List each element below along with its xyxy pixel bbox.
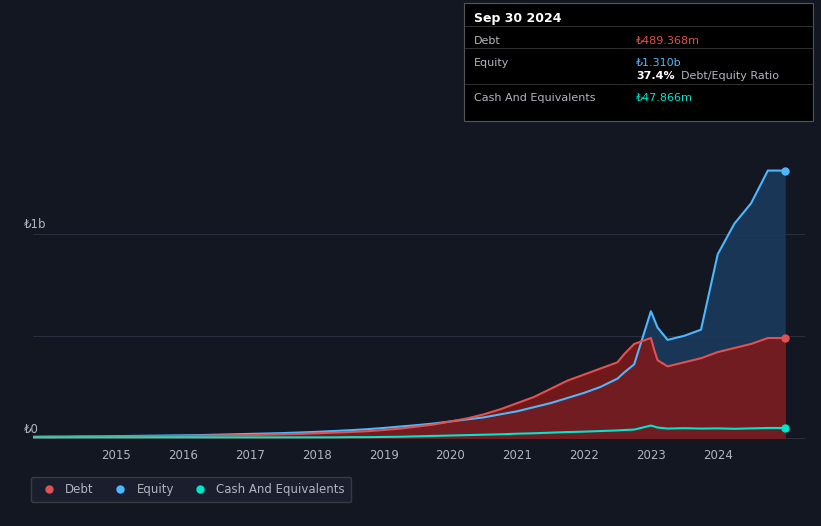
Text: ₺1.310b: ₺1.310b — [636, 57, 682, 68]
Text: Sep 30 2024: Sep 30 2024 — [474, 12, 562, 25]
Text: 37.4%: 37.4% — [636, 71, 675, 82]
Text: ₺1b: ₺1b — [24, 218, 46, 231]
Text: ₺47.866m: ₺47.866m — [636, 93, 693, 104]
Text: Debt/Equity Ratio: Debt/Equity Ratio — [681, 71, 778, 82]
Text: ₺0: ₺0 — [24, 423, 39, 436]
Text: ₺489.368m: ₺489.368m — [636, 35, 700, 46]
Legend: Debt, Equity, Cash And Equivalents: Debt, Equity, Cash And Equivalents — [31, 477, 351, 502]
Text: Cash And Equivalents: Cash And Equivalents — [474, 93, 595, 104]
Text: Debt: Debt — [474, 35, 501, 46]
Text: Equity: Equity — [474, 57, 509, 68]
